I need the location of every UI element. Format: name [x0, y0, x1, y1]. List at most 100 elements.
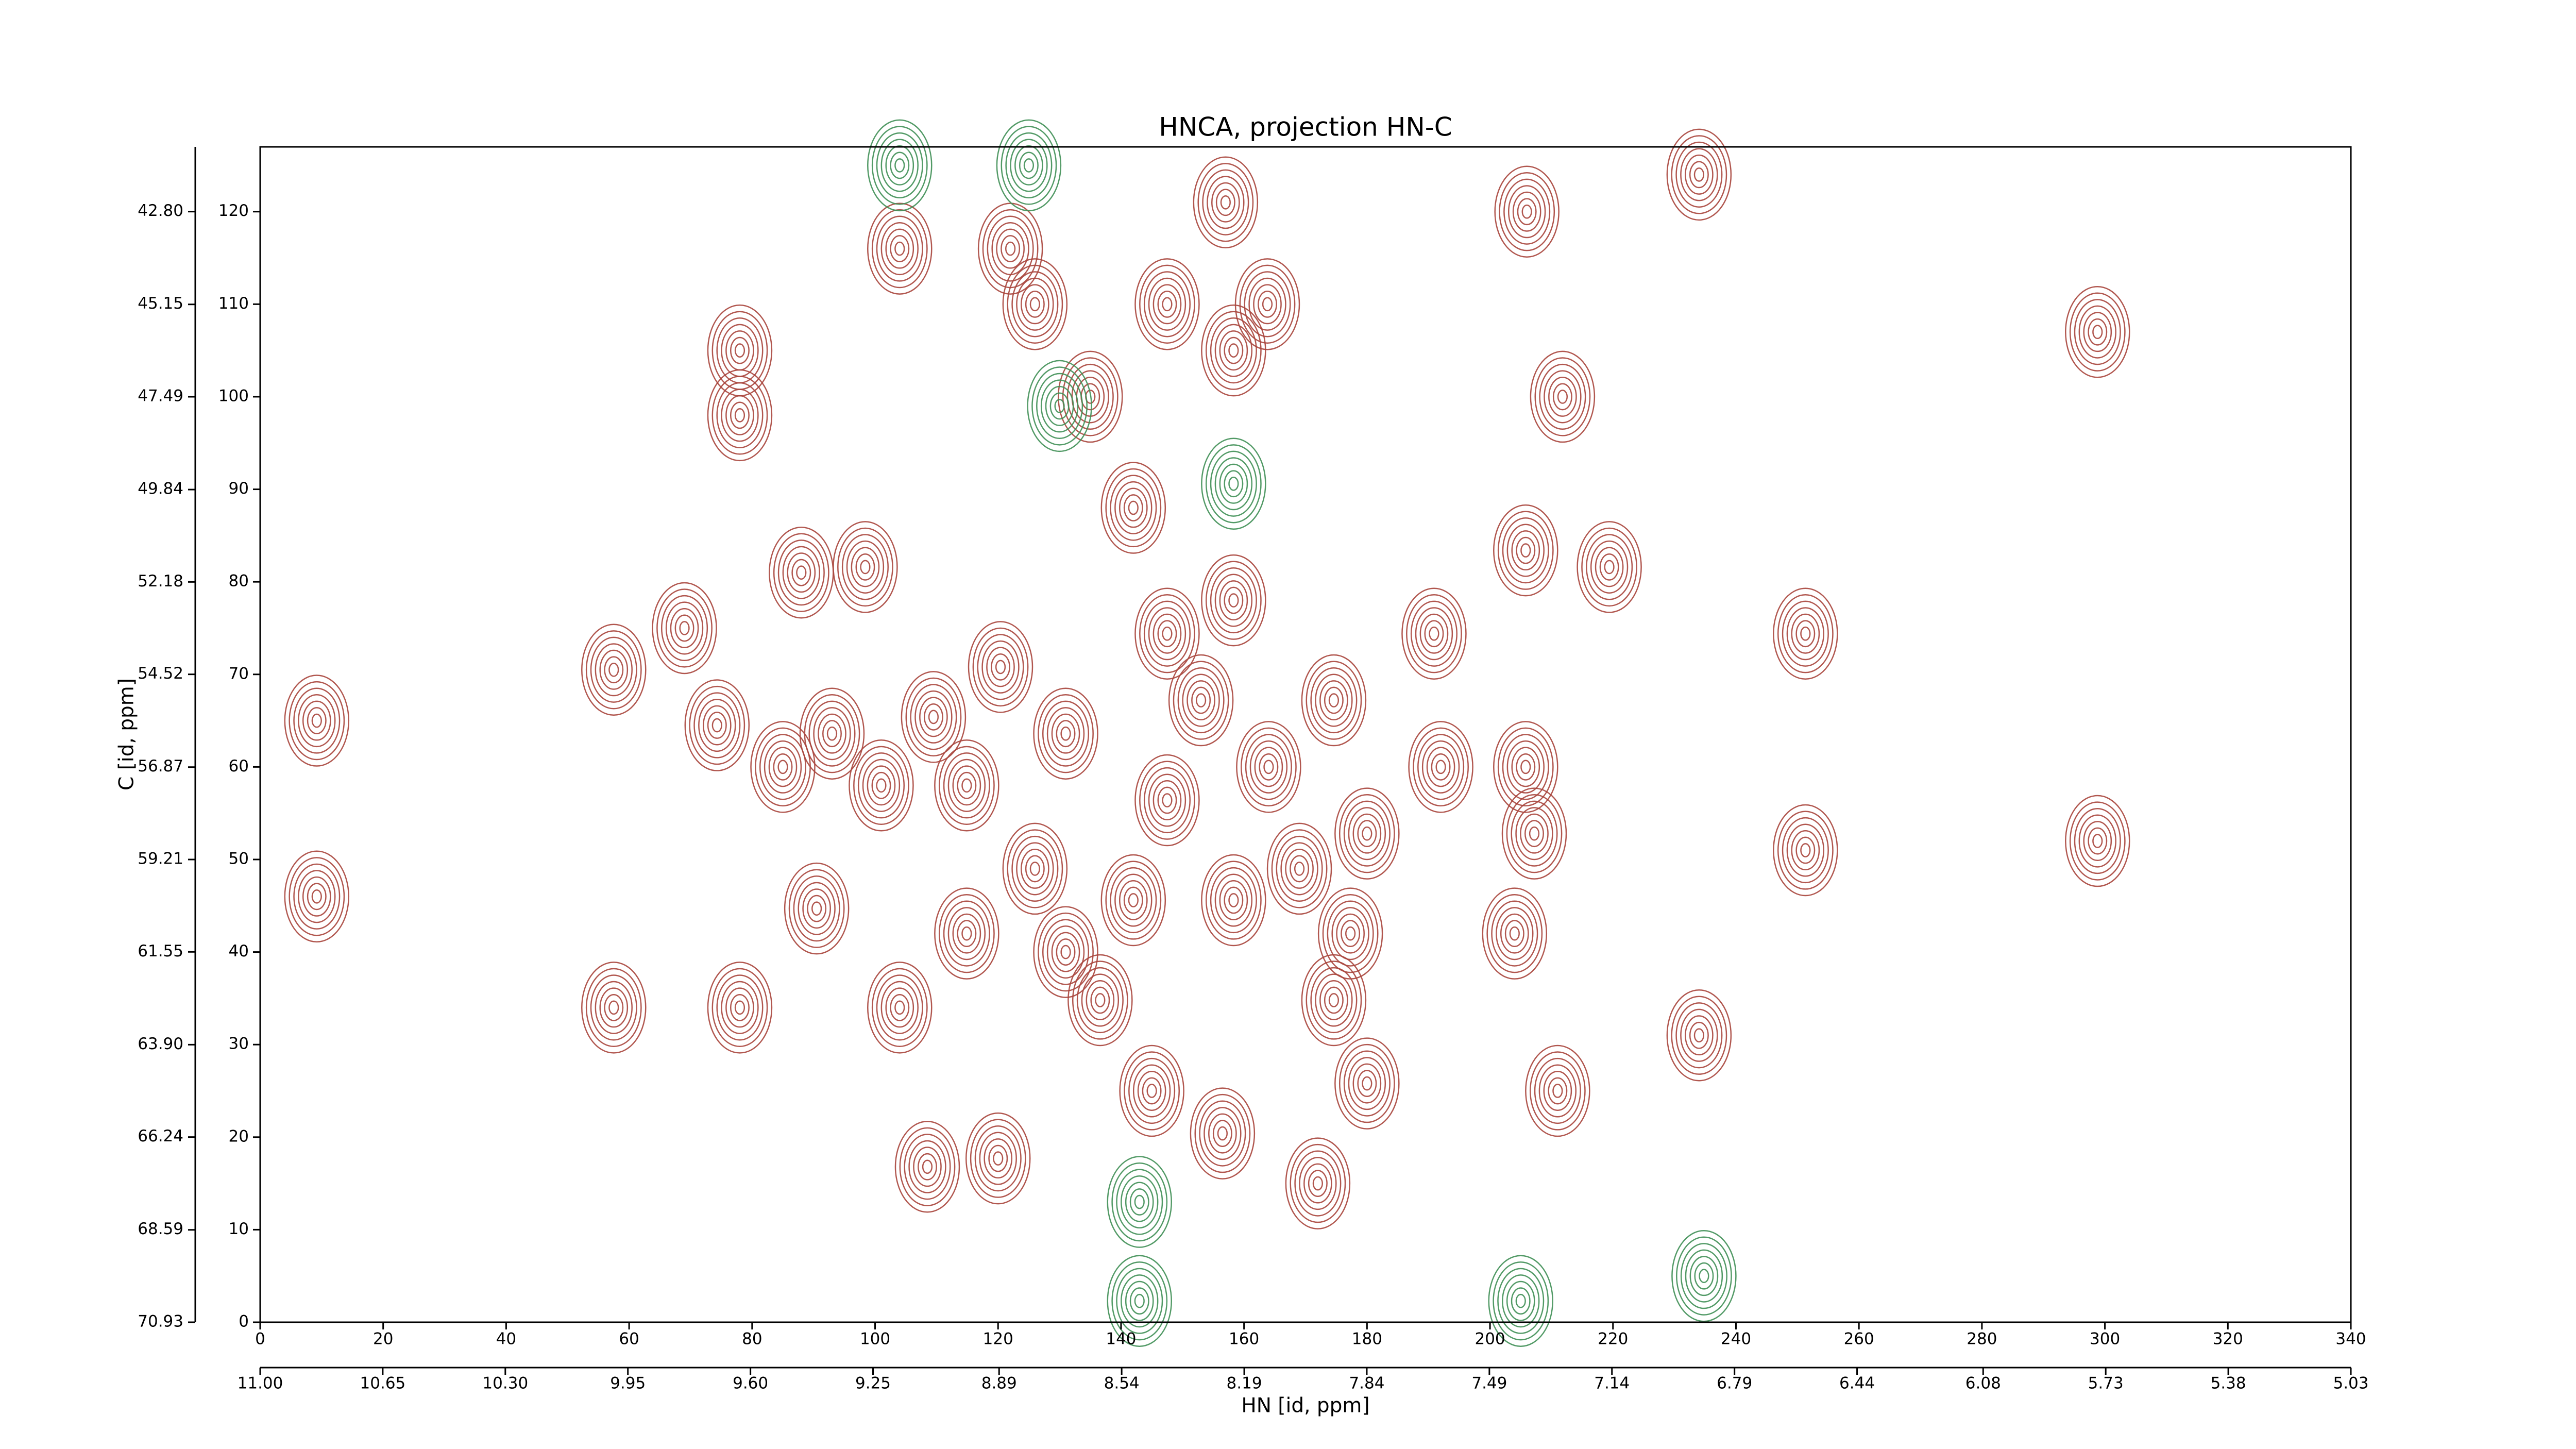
contour-ring: [2074, 807, 2121, 874]
contour-ring: [1191, 686, 1211, 714]
contour-ring: [1259, 753, 1279, 781]
contour-ring: [938, 894, 995, 973]
contour-ring: [1095, 993, 1106, 1007]
contour-ring: [914, 690, 953, 744]
contour-ring: [1506, 1280, 1535, 1321]
contour-ring: [1201, 437, 1266, 530]
y-tick-label: 100: [218, 386, 249, 405]
contour-ring: [1056, 938, 1076, 966]
contour-ring: [822, 720, 842, 748]
contour-ring: [807, 895, 827, 922]
contour-ring: [716, 382, 764, 448]
contour-ring: [1310, 967, 1358, 1034]
contour-ring: [1038, 694, 1094, 773]
contour-ring: [918, 1153, 937, 1181]
contour-ring: [1315, 673, 1353, 727]
contour-ring: [947, 759, 986, 812]
plot-area: [284, 119, 2130, 1347]
contour-ring: [1100, 854, 1166, 947]
contour-ring: [1002, 822, 1068, 915]
contour-ring: [1263, 760, 1274, 774]
contour-ring: [1509, 926, 1520, 941]
contour-ring: [947, 907, 986, 961]
contour-ring: [894, 1121, 960, 1213]
peak: [1494, 165, 1560, 258]
peak: [684, 679, 750, 771]
contour-ring: [716, 974, 764, 1041]
contour-ring: [1139, 264, 1195, 344]
contour-ring: [2074, 299, 2121, 365]
peak: [1134, 258, 1200, 350]
contour-ring: [952, 765, 981, 806]
contour-ring: [1010, 139, 1048, 192]
contour-ring: [1248, 277, 1286, 331]
contour-ring: [1205, 861, 1262, 940]
contour-ring: [768, 747, 798, 787]
contour-ring: [885, 228, 914, 269]
contour-ring: [1128, 893, 1139, 907]
peak: [1100, 462, 1166, 554]
contour-ring: [1426, 747, 1455, 787]
peak: [1493, 504, 1558, 597]
contour-ring: [1680, 1008, 1718, 1062]
peak: [968, 621, 1033, 713]
contour-ring: [1338, 794, 1395, 873]
contour-ring: [590, 636, 637, 703]
contour-ring: [979, 1132, 1017, 1185]
contour-ring: [1497, 1268, 1545, 1334]
contour-ring: [1666, 128, 1732, 221]
contour-ring: [1429, 626, 1439, 641]
contour-ring: [1239, 264, 1296, 344]
contour-ring: [871, 126, 928, 205]
contour-ring: [1224, 470, 1244, 498]
contour-ring: [1694, 1262, 1714, 1290]
contour-ring: [1118, 487, 1148, 528]
x-tick-label: 120: [983, 1330, 1013, 1349]
contour-ring: [1202, 169, 1249, 235]
contour-ring: [1194, 1093, 1251, 1173]
contour-ring: [1271, 829, 1328, 908]
peak: [1134, 754, 1200, 847]
peak: [1168, 654, 1234, 747]
contour-ring: [1134, 258, 1200, 350]
contour-ring: [1025, 855, 1045, 883]
contour-ring: [961, 778, 972, 793]
contour-ring: [890, 151, 910, 179]
peak: [867, 119, 933, 212]
contour-ring: [1800, 626, 1811, 641]
y2-tick-label: 68.59: [138, 1220, 183, 1238]
peak: [1482, 887, 1548, 980]
contour-ring: [665, 601, 704, 655]
contour-ring: [1066, 363, 1114, 430]
contour-ring: [1045, 385, 1074, 426]
contour-ring: [1110, 475, 1157, 541]
y-tick-label: 60: [229, 757, 249, 776]
y-tick-label: 70: [229, 664, 249, 683]
contour-ring: [1501, 787, 1567, 880]
contour-ring: [1689, 1021, 1709, 1049]
contour-ring: [1525, 1044, 1590, 1137]
contour-ring: [1506, 524, 1545, 577]
contour-ring: [793, 875, 840, 942]
peak: [2065, 285, 2130, 378]
peak: [1201, 304, 1266, 397]
contour-ring: [1324, 986, 1344, 1014]
contour-ring: [890, 235, 910, 262]
contour-ring: [1362, 826, 1372, 841]
contour-ring: [1328, 993, 1340, 1007]
contour-ring: [1153, 613, 1182, 654]
contour-ring: [707, 712, 727, 739]
contour-ring: [674, 614, 694, 642]
peak: [965, 1112, 1031, 1205]
contour-ring: [987, 215, 1034, 282]
peak: [1408, 721, 1473, 813]
peak: [1027, 360, 1092, 452]
y2-tick-label: 42.80: [138, 201, 183, 220]
contour-ring: [1324, 686, 1344, 714]
contour-ring: [1121, 1175, 1159, 1229]
contour-ring: [1001, 126, 1057, 205]
contour-ring: [1173, 661, 1229, 740]
contour-ring: [1100, 462, 1166, 554]
contour-ring: [1595, 547, 1624, 587]
